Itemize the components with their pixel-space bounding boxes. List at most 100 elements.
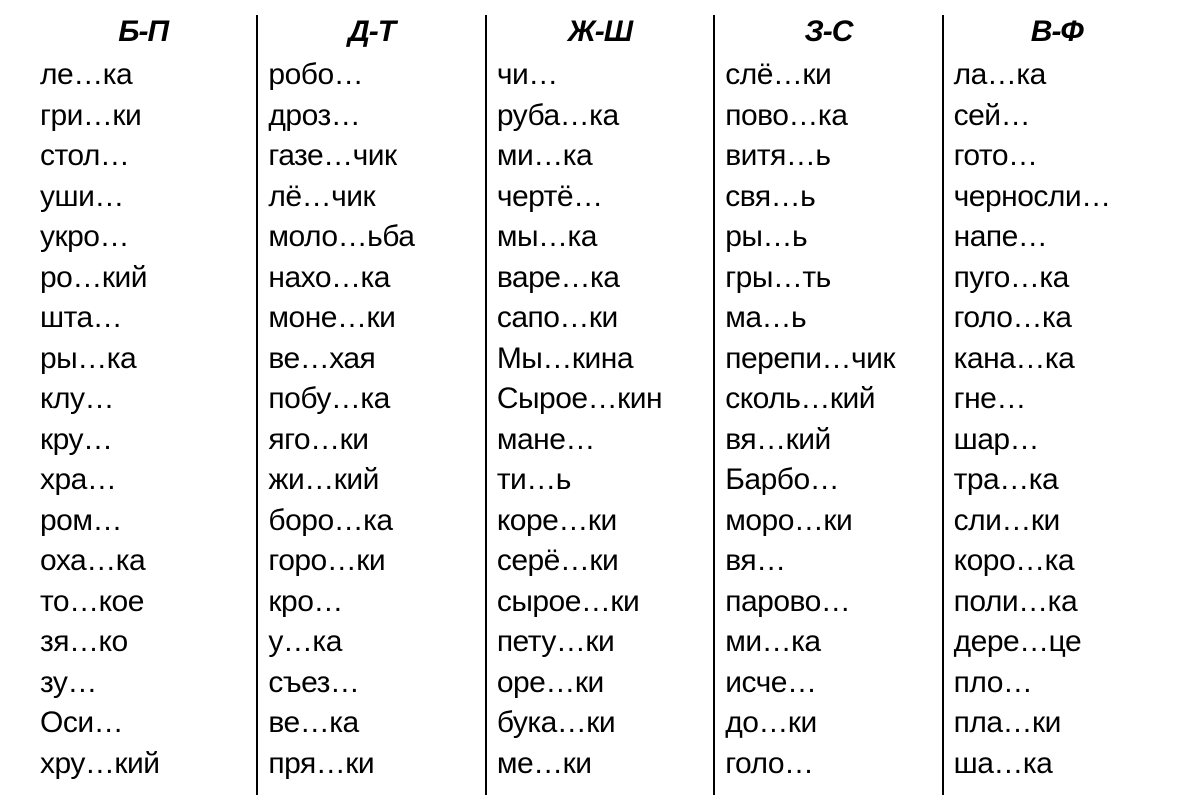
word-cell: сли…ки [954, 501, 1160, 542]
word-cell: ле…ка [40, 55, 246, 96]
word-cell: исче… [725, 663, 931, 704]
word-cell: дере…це [954, 622, 1160, 663]
word-cell: сей… [954, 96, 1160, 137]
word-cell: перепи…чик [725, 339, 931, 380]
word-cell: парово… [725, 582, 931, 623]
word-cell: нахо…ка [268, 258, 474, 299]
word-cell: гри…ки [40, 96, 246, 137]
word-cell: кро… [268, 582, 474, 623]
column-header: З-С [725, 15, 931, 49]
word-cell: моро…ки [725, 501, 931, 542]
word-cell: ла…ка [954, 55, 1160, 96]
word-cell: чи… [497, 55, 703, 96]
word-cell: свя…ь [725, 177, 931, 218]
word-cell: Мы…кина [497, 339, 703, 380]
word-cell: жи…кий [268, 460, 474, 501]
column-header: Д-Т [268, 15, 474, 49]
column-header: В-Ф [954, 15, 1160, 49]
word-cell: зу… [40, 663, 246, 704]
column-4: З-С слё…ки пово…ка витя…ь свя…ь ры…ь гры… [715, 15, 943, 795]
word-cell: пря…ки [268, 744, 474, 785]
word-cell: ве…ка [268, 703, 474, 744]
word-cell: оха…ка [40, 541, 246, 582]
word-cell: мане… [497, 420, 703, 461]
word-cell: газе…чик [268, 136, 474, 177]
word-cell: черносли… [954, 177, 1160, 218]
word-cell: вя… [725, 541, 931, 582]
word-cell: бука…ки [497, 703, 703, 744]
word-cell: зя…ко [40, 622, 246, 663]
word-cell: ро…кий [40, 258, 246, 299]
word-cell: побу…ка [268, 379, 474, 420]
word-cell: ша…ка [954, 744, 1160, 785]
word-cell: сколь…кий [725, 379, 931, 420]
word-cell: тра…ка [954, 460, 1160, 501]
word-cell: вя…кий [725, 420, 931, 461]
word-cell: сапо…ки [497, 298, 703, 339]
word-cell: ме…ки [497, 744, 703, 785]
word-cell: пово…ка [725, 96, 931, 137]
word-cell: витя…ь [725, 136, 931, 177]
word-cell: Сырое…кин [497, 379, 703, 420]
word-cell: чертё… [497, 177, 703, 218]
word-cell: ми…ка [725, 622, 931, 663]
word-cell: оре…ки [497, 663, 703, 704]
word-cell: ве…хая [268, 339, 474, 380]
word-cell: шар… [954, 420, 1160, 461]
word-cell: шта… [40, 298, 246, 339]
word-cell: Барбо… [725, 460, 931, 501]
word-cell: то…кое [40, 582, 246, 623]
word-cell: пуго…ка [954, 258, 1160, 299]
word-cell: яго…ки [268, 420, 474, 461]
word-cell: дроз… [268, 96, 474, 137]
word-cell: клу… [40, 379, 246, 420]
word-cell: ми…ка [497, 136, 703, 177]
column-header: Б-П [40, 15, 246, 49]
word-cell: мы…ка [497, 217, 703, 258]
word-cell: поли…ка [954, 582, 1160, 623]
word-cell: до…ки [725, 703, 931, 744]
column-5: В-Ф ла…ка сей… гото… черносли… напе… пуг… [944, 15, 1170, 795]
word-cell: гото… [954, 136, 1160, 177]
column-1: Б-П ле…ка гри…ки стол… уши… укро… ро…кий… [30, 15, 258, 795]
word-cell: гры…ть [725, 258, 931, 299]
word-cell: съез… [268, 663, 474, 704]
word-cell: кана…ка [954, 339, 1160, 380]
word-cell: моне…ки [268, 298, 474, 339]
word-cell: напе… [954, 217, 1160, 258]
word-cell: серё…ки [497, 541, 703, 582]
word-cell: горо…ки [268, 541, 474, 582]
word-cell: голо…ка [954, 298, 1160, 339]
word-cell: укро… [40, 217, 246, 258]
word-cell: пету…ки [497, 622, 703, 663]
column-3: Ж-Ш чи… руба…ка ми…ка чертё… мы…ка варе…… [487, 15, 715, 795]
word-cell: ти…ь [497, 460, 703, 501]
word-cell: у…ка [268, 622, 474, 663]
column-2: Д-Т робо… дроз… газе…чик лё…чик моло…ьба… [258, 15, 486, 795]
word-cell: ма…ь [725, 298, 931, 339]
word-cell: лё…чик [268, 177, 474, 218]
word-cell: уши… [40, 177, 246, 218]
word-cell: пла…ки [954, 703, 1160, 744]
word-cell: ры…ка [40, 339, 246, 380]
word-cell: слё…ки [725, 55, 931, 96]
word-cell: варе…ка [497, 258, 703, 299]
word-cell: руба…ка [497, 96, 703, 137]
word-cell: коро…ка [954, 541, 1160, 582]
word-cell: Оси… [40, 703, 246, 744]
word-cell: гне… [954, 379, 1160, 420]
word-table: Б-П ле…ка гри…ки стол… уши… укро… ро…кий… [30, 15, 1170, 795]
word-cell: хра… [40, 460, 246, 501]
word-cell: стол… [40, 136, 246, 177]
word-cell: кру… [40, 420, 246, 461]
word-cell: робо… [268, 55, 474, 96]
word-cell: ром… [40, 501, 246, 542]
word-cell: хру…кий [40, 744, 246, 785]
word-cell: коре…ки [497, 501, 703, 542]
word-cell: боро…ка [268, 501, 474, 542]
word-cell: пло… [954, 663, 1160, 704]
column-header: Ж-Ш [497, 15, 703, 49]
word-cell: ры…ь [725, 217, 931, 258]
word-cell: голо… [725, 744, 931, 785]
word-cell: моло…ьба [268, 217, 474, 258]
